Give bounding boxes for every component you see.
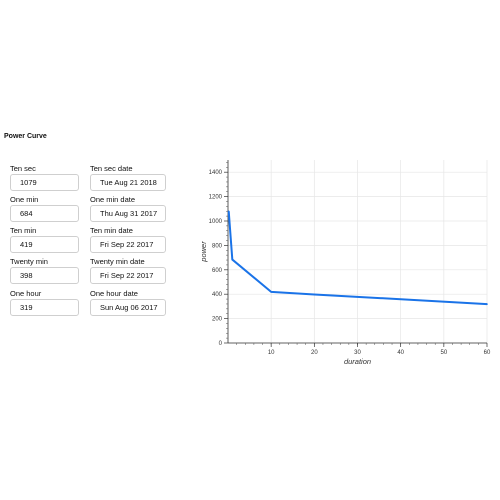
one-hour-label: One hour (10, 289, 42, 298)
data-point (227, 210, 230, 213)
ten-min-date-input[interactable]: Fri Sep 22 2017 (90, 236, 166, 253)
one-min-label: One min (10, 195, 39, 204)
one-hour-input[interactable]: 319 (10, 299, 79, 316)
one-min-date-label: One min date (90, 195, 136, 204)
y-tick-label: 0 (219, 341, 223, 347)
x-tick-label: 20 (311, 350, 318, 356)
page-title: Power Curve (4, 133, 47, 140)
ten-min-input[interactable]: 419 (10, 236, 79, 253)
ten-sec-date-input[interactable]: Tue Aug 21 2018 (90, 174, 166, 191)
one-min-input[interactable]: 684 (10, 205, 79, 222)
y-axis-label: power (199, 241, 208, 263)
y-tick-label: 800 (212, 243, 223, 249)
one-hour-date-input[interactable]: Sun Aug 06 2017 (90, 299, 166, 316)
ten-min-date-label: Ten min date (90, 226, 133, 235)
y-tick-label: 400 (212, 292, 223, 298)
x-tick-label: 50 (440, 350, 447, 356)
data-point (313, 293, 316, 296)
data-point (231, 258, 234, 261)
y-tick-label: 1400 (209, 170, 223, 176)
twenty-min-input[interactable]: 398 (10, 267, 79, 284)
ten-sec-label: Ten sec (10, 164, 36, 173)
power-curve-line (227, 211, 488, 306)
y-tick-label: 600 (212, 268, 223, 274)
twenty-min-date-label: Twenty min date (90, 257, 145, 266)
one-hour-date-label: One hour date (90, 289, 138, 298)
x-tick-label: 10 (268, 350, 275, 356)
x-tick-label: 30 (354, 350, 361, 356)
data-point (486, 303, 488, 305)
y-tick-label: 1200 (209, 195, 223, 201)
y-tick-label: 200 (212, 317, 223, 323)
x-tick-label: 40 (397, 350, 404, 356)
twenty-min-date-input[interactable]: Fri Sep 22 2017 (90, 267, 166, 284)
data-point (270, 291, 272, 293)
y-tick-label: 1000 (209, 219, 223, 225)
ten-sec-input[interactable]: 1079 (10, 174, 79, 191)
x-tick-label: 60 (484, 350, 491, 356)
ten-sec-date-label: Ten sec date (90, 164, 133, 173)
one-min-date-input[interactable]: Thu Aug 31 2017 (90, 205, 166, 222)
x-axis-label: duration (344, 357, 371, 366)
ten-min-label: Ten min (10, 226, 37, 235)
twenty-min-label: Twenty min (10, 257, 48, 266)
